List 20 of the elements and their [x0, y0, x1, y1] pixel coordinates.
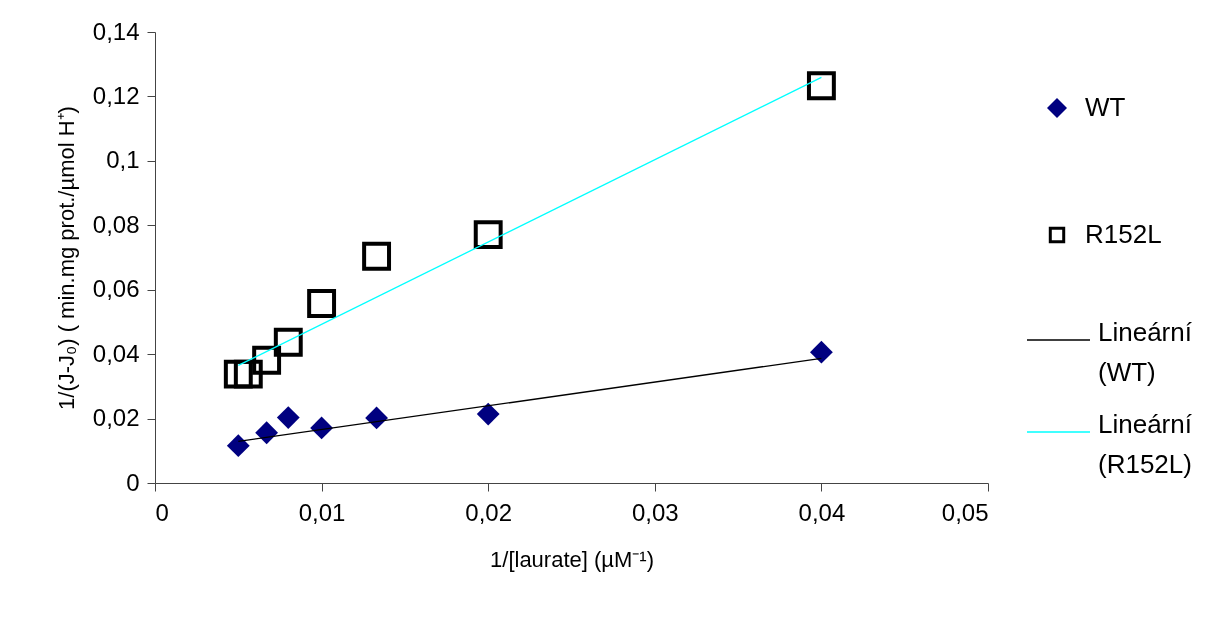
- x-tick-label: 0,01: [298, 498, 346, 526]
- y-tick-label: 0,04: [92, 339, 140, 367]
- y-tick-label: 0,14: [92, 17, 140, 45]
- y-tick-label: 0,1: [106, 146, 140, 174]
- legend-label: R152L: [1085, 219, 1162, 249]
- y-tick-label: 0,08: [92, 210, 140, 238]
- y-tick-label: 0,02: [92, 404, 140, 432]
- x-tick-label: 0,04: [798, 498, 846, 526]
- x-tick-label: 0,03: [631, 498, 679, 526]
- x-tick-label: 0,02: [465, 498, 513, 526]
- y-tick-label: 0,06: [92, 275, 140, 303]
- legend-label: WT: [1085, 92, 1126, 122]
- x-tick-label: 0,05: [941, 498, 989, 526]
- y-tick-label: 0: [126, 468, 140, 496]
- y-axis-title: 1/(J-J₀) ( min.mg prot./µmol H⁺): [53, 106, 79, 410]
- y-tick-label: 0,12: [92, 81, 140, 109]
- legend-label: Lineární (R152L): [1098, 409, 1193, 479]
- x-axis-title: 1/[laurate] (µM⁻¹): [490, 546, 654, 572]
- legend-label: Lineární (WT): [1098, 317, 1193, 387]
- x-tick-label: 0: [155, 498, 169, 526]
